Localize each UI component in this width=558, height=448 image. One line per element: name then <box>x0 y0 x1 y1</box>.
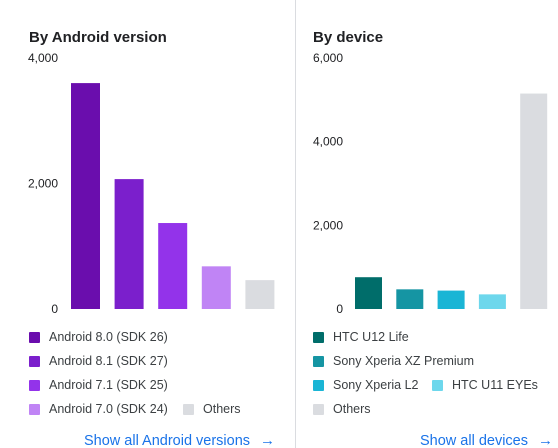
legend-label: Sony Xperia L2 <box>333 378 419 392</box>
legend-label: Sony Xperia XZ Premium <box>333 354 475 368</box>
legend-swatch <box>29 379 40 391</box>
bar[interactable] <box>520 93 548 309</box>
legend-item[interactable]: HTC U12 Life <box>313 329 409 345</box>
y-tick-label: 2,000 <box>28 177 58 191</box>
android-version-chart: 0 2,000 4,000 <box>28 51 275 316</box>
legend-item[interactable]: Android 8.0 (SDK 26) <box>29 329 168 345</box>
legend-swatch <box>29 331 40 343</box>
legend-label: Android 8.0 (SDK 26) <box>49 330 168 344</box>
bar[interactable] <box>437 290 465 309</box>
bar[interactable] <box>478 294 506 309</box>
y-tick-label: 0 <box>51 302 58 316</box>
android-version-card: By Android version 0 2,000 4,000 Android 8… <box>28 0 296 448</box>
legend-item[interactable]: Sony Xperia XZ Premium <box>313 353 474 369</box>
arrow-right-icon: → <box>538 432 553 448</box>
arrow-right-icon: → <box>260 432 276 448</box>
legend-label: HTC U11 EYEs <box>452 378 538 392</box>
y-tick-label: 6,000 <box>313 51 343 65</box>
legend-swatch <box>313 331 324 343</box>
legend-swatch <box>183 403 194 415</box>
legend-item[interactable]: Sony Xperia L2 <box>313 377 418 393</box>
legend-label: Android 8.1 (SDK 27) <box>49 354 168 368</box>
bar[interactable] <box>396 289 424 309</box>
legend-item[interactable]: Android 8.1 (SDK 27) <box>29 353 168 369</box>
legend-label: Others <box>203 402 241 416</box>
bar[interactable] <box>355 277 382 309</box>
link-label: Show all Android versions <box>84 432 251 448</box>
link-label: Show all devices <box>420 432 528 448</box>
legend-label: Android 7.0 (SDK 24) <box>49 402 168 416</box>
legend-label: HTC U12 Life <box>333 330 409 344</box>
legend-swatch <box>313 403 324 415</box>
y-tick-label: 2,000 <box>313 218 343 232</box>
legend-swatch <box>313 379 324 391</box>
legend-label: Others <box>333 402 371 416</box>
show-all-devices-link[interactable]: Show all devices → <box>420 432 553 448</box>
legend-item[interactable]: HTC U11 EYEs <box>432 377 538 393</box>
android-version-title: By Android version <box>29 29 167 46</box>
legend-swatch <box>29 355 40 367</box>
legend-swatch <box>313 355 324 367</box>
legend-label: Android 7.1 (SDK 25) <box>49 378 168 392</box>
y-tick-label: 4,000 <box>313 135 343 149</box>
bar[interactable] <box>71 83 100 309</box>
legend-item[interactable]: Android 7.0 (SDK 24) <box>29 401 168 417</box>
y-tick-label: 0 <box>336 302 343 316</box>
device-title: By device <box>313 29 384 46</box>
device-card: By device 0 2,000 4,000 6,000 HTC U12 Life … <box>297 0 558 448</box>
y-tick-label: 4,000 <box>28 51 58 65</box>
bar[interactable] <box>114 179 144 309</box>
bar[interactable] <box>245 280 275 309</box>
legend-item[interactable]: Others <box>313 401 371 417</box>
bar[interactable] <box>158 223 188 309</box>
bar[interactable] <box>201 266 231 309</box>
legend-item[interactable]: Android 7.1 (SDK 25) <box>29 377 168 393</box>
legend-swatch <box>432 379 443 391</box>
device-chart: 0 2,000 4,000 6,000 <box>313 51 548 316</box>
legend-item[interactable]: Others <box>183 401 241 417</box>
legend-swatch <box>29 403 40 415</box>
show-all-android-versions-link[interactable]: Show all Android versions → <box>84 432 275 448</box>
